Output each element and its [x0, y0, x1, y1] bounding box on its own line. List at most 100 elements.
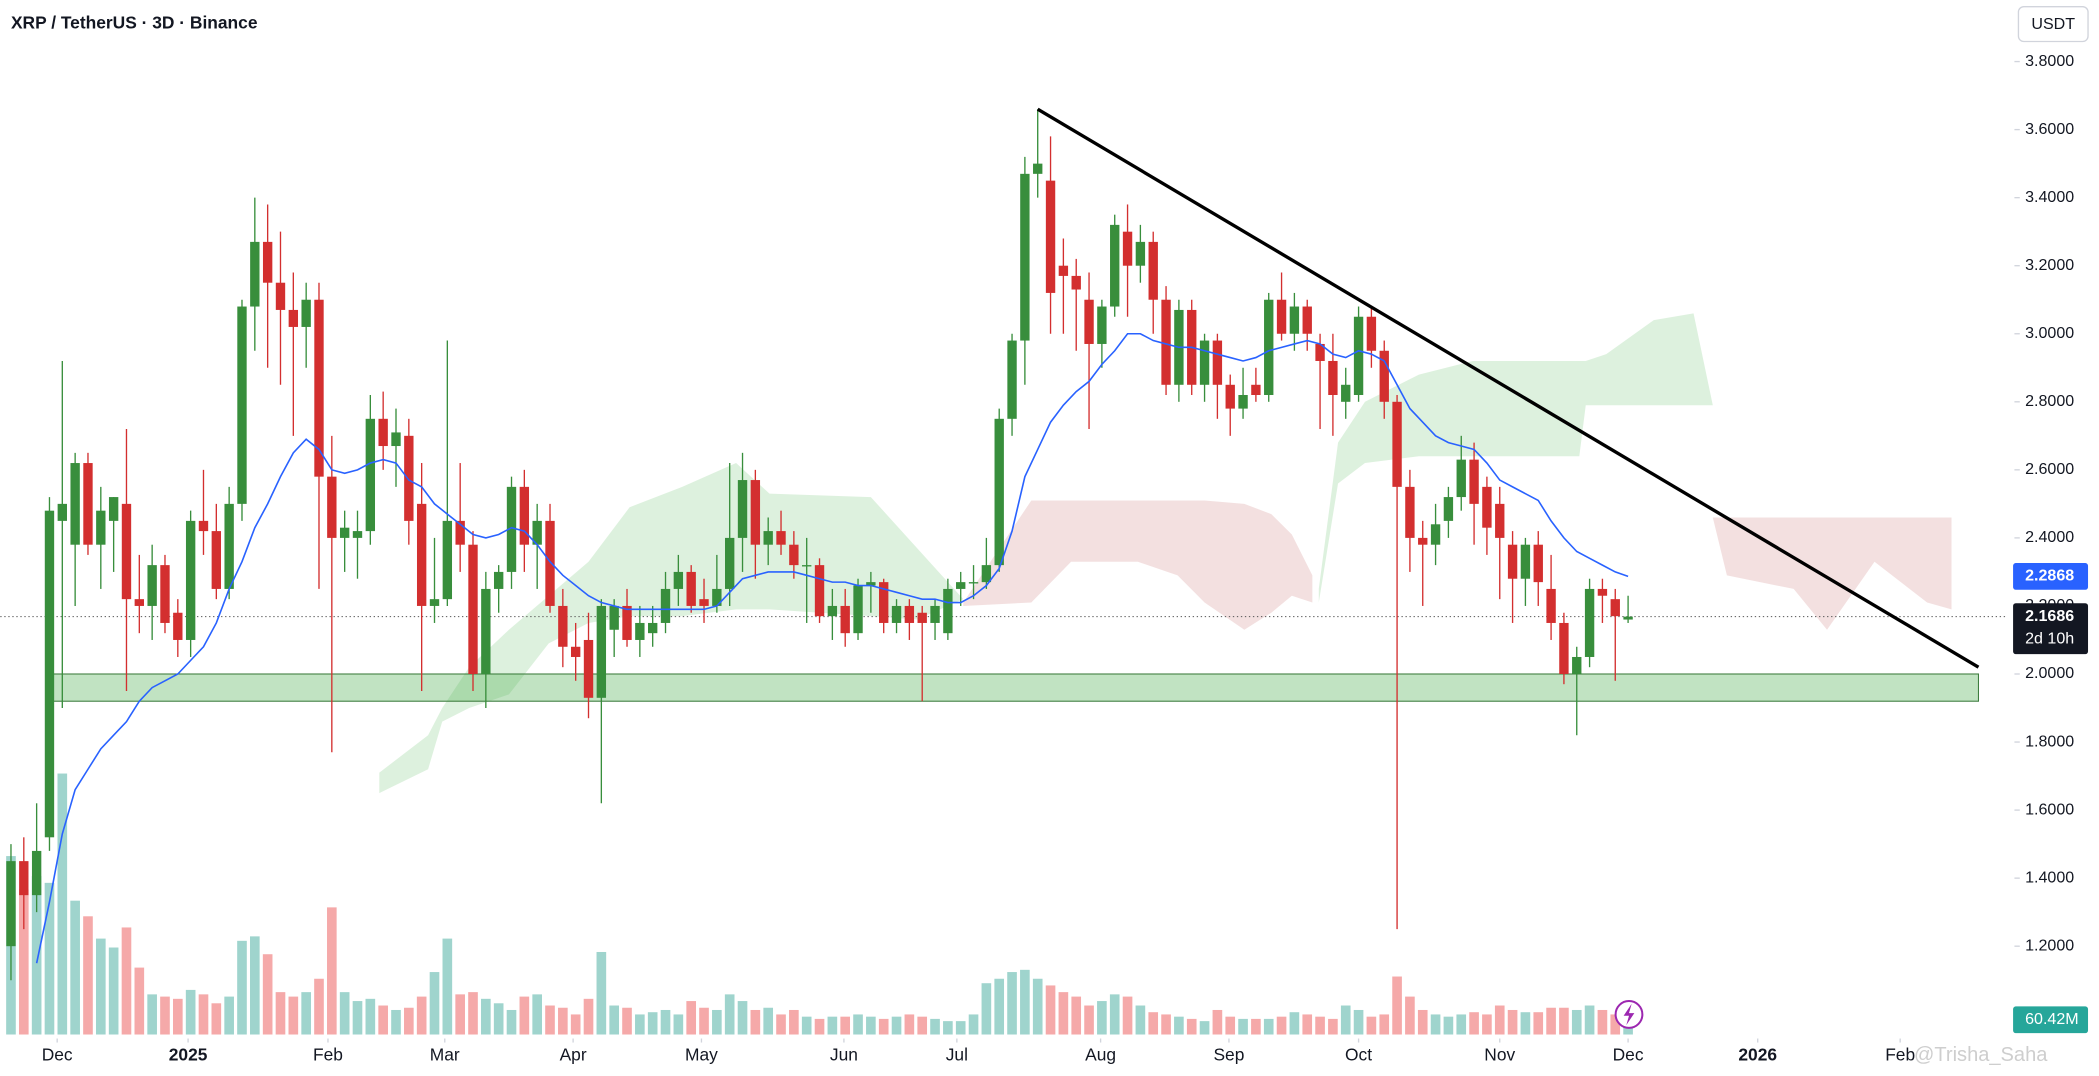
y-tick-label: 2.0000	[2025, 664, 2074, 682]
volume-bar	[1417, 1009, 1428, 1035]
candle-body	[1546, 588, 1556, 623]
volume-bar	[891, 1016, 902, 1035]
axis-layer: 1.20001.40001.60001.80002.00002.20002.40…	[42, 52, 2089, 1066]
currency-button[interactable]	[2017, 6, 2089, 43]
volume-bar	[968, 1014, 979, 1035]
volume-bar	[1443, 1016, 1454, 1035]
volume-bar	[224, 996, 234, 1035]
volume-bar	[365, 998, 376, 1035]
volume-bar	[442, 938, 453, 1035]
volume-bar	[506, 1009, 517, 1035]
candle-body	[224, 503, 234, 589]
alert-bolt[interactable]	[1623, 1003, 1635, 1026]
volume-bar	[994, 978, 1005, 1035]
candle-body	[827, 605, 838, 617]
volume-bar	[827, 1016, 838, 1035]
x-tick-label: Feb	[313, 1045, 343, 1065]
candle-body	[802, 565, 812, 567]
x-tick-label: Apr	[560, 1045, 587, 1065]
volume-bar	[83, 916, 93, 1035]
candle-body	[994, 418, 1004, 566]
candle-body	[1264, 299, 1274, 395]
candle-body	[1251, 384, 1261, 395]
volume-bar	[776, 1014, 786, 1035]
candle-body	[570, 646, 581, 657]
candle-body	[352, 531, 363, 538]
candle-body	[1341, 384, 1351, 402]
volume-bar	[1084, 1005, 1094, 1035]
candle-body	[1302, 306, 1312, 334]
volume-bar	[635, 1014, 645, 1035]
volume-bar	[724, 994, 735, 1035]
volume-bar	[1571, 1009, 1582, 1035]
candle-body	[31, 850, 42, 896]
candle-body	[1212, 340, 1223, 385]
y-tick-label: 3.4000	[2025, 188, 2074, 206]
volume-bar	[1007, 972, 1017, 1035]
candle-body	[648, 622, 658, 634]
volume-label: 60.42M	[2025, 1010, 2079, 1028]
candle-body	[1238, 394, 1248, 409]
volume-bar	[416, 996, 427, 1035]
candle-body	[147, 565, 157, 606]
candle-body	[1495, 503, 1505, 538]
volume-bar	[301, 992, 311, 1035]
volume-bar	[95, 938, 106, 1035]
volume-bar	[404, 1007, 414, 1035]
candle-body	[853, 585, 863, 634]
y-tick-label: 3.6000	[2025, 120, 2074, 138]
volume-bar	[737, 1001, 748, 1035]
candle-body	[481, 588, 491, 674]
volume-bar	[1392, 976, 1402, 1035]
candle-body	[1507, 544, 1518, 579]
volume-bar	[147, 994, 157, 1035]
candle-body	[891, 605, 902, 623]
volume-bar	[211, 1003, 222, 1035]
candle-body	[275, 282, 286, 310]
y-tick-label: 3.2000	[2025, 256, 2074, 274]
candle-body	[1045, 180, 1056, 293]
volume-bar	[763, 1007, 774, 1035]
alert-icon[interactable]	[1614, 1000, 1644, 1029]
volume-bar	[1597, 1009, 1608, 1035]
price-label: 2.1686	[2025, 607, 2074, 625]
volume-bar	[789, 1009, 799, 1035]
currency-label[interactable]: USDT	[2031, 15, 2075, 33]
volume-bar	[1071, 996, 1082, 1035]
volume-bar	[904, 1014, 915, 1035]
candle-body	[301, 299, 311, 327]
support-zone	[47, 673, 1980, 702]
main-layer	[0, 107, 2008, 981]
volume-bar	[1482, 1014, 1492, 1035]
y-tick-label: 1.4000	[2025, 868, 2074, 886]
volume-bar	[275, 992, 286, 1035]
candle-body	[943, 588, 953, 634]
candle-body	[1443, 497, 1454, 521]
x-tick-label: 2026	[1738, 1045, 1777, 1065]
volume-bar	[185, 989, 196, 1035]
x-tick-label: 2025	[169, 1045, 208, 1065]
volume-bar	[1174, 1016, 1184, 1035]
candle-body	[532, 520, 542, 545]
candle-body	[712, 588, 722, 606]
chart-title: XRP / TetherUS · 3D · Binance	[11, 13, 258, 33]
candle-body	[1353, 316, 1364, 395]
candle-body	[1623, 616, 1633, 620]
volume-bar	[930, 1018, 940, 1035]
volume-bar	[545, 1005, 555, 1035]
trendline	[1036, 107, 1980, 669]
volume-bar	[1353, 1009, 1364, 1035]
candle-body	[956, 582, 966, 589]
candle-body	[493, 571, 504, 589]
candle-body	[673, 571, 684, 589]
candle-body	[185, 520, 196, 640]
candle-body	[288, 309, 299, 327]
ichimoku-cloud	[1318, 313, 1713, 603]
volume-bar	[1122, 996, 1133, 1035]
volume-bar	[1469, 1012, 1479, 1035]
candle-body	[699, 599, 709, 606]
volume-bar	[327, 907, 337, 1035]
volume-bar	[596, 951, 607, 1035]
candle-body	[763, 531, 773, 545]
volume-bar	[917, 1016, 928, 1035]
